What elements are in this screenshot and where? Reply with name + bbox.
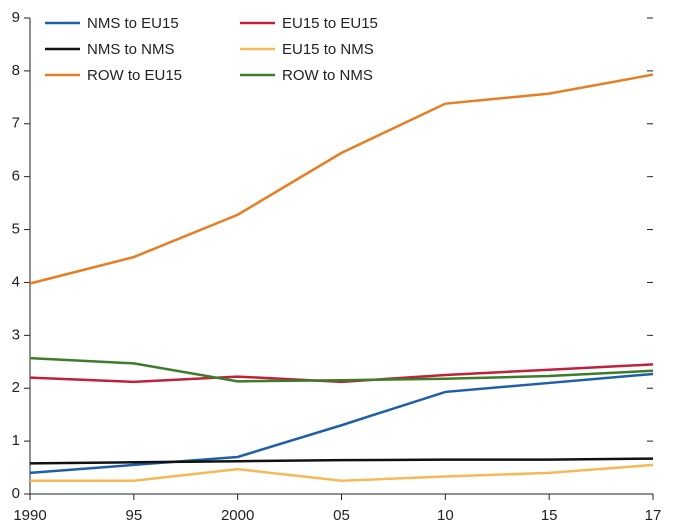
legend-label: ROW to EU15: [87, 67, 182, 84]
y-tick-label: 8: [12, 62, 20, 79]
y-tick-label: 7: [12, 115, 20, 132]
series-line: [29, 73, 654, 285]
series-line: [29, 363, 654, 384]
y-tick-label: 2: [12, 379, 20, 396]
x-tick-label: 95: [125, 507, 142, 524]
series-line: [29, 372, 654, 475]
y-tick-label: 9: [12, 9, 20, 26]
x-tick-label: 10: [437, 507, 454, 524]
legend-label: EU15 to EU15: [282, 15, 378, 32]
x-tick-label: 2000: [221, 507, 254, 524]
series-line: [30, 463, 654, 483]
x-tick-label: 17: [645, 507, 662, 524]
y-tick-label: 4: [12, 273, 20, 290]
legend-label: EU15 to NMS: [282, 41, 374, 58]
x-tick-label: 05: [333, 507, 350, 524]
legend-label: NMS to NMS: [87, 41, 175, 58]
legend-label: NMS to EU15: [87, 15, 179, 32]
x-tick-label: 1990: [13, 507, 46, 524]
y-tick-label: 3: [12, 326, 20, 343]
y-tick-label: 0: [12, 485, 20, 502]
series-line: [29, 457, 654, 465]
y-tick-label: 1: [12, 432, 20, 449]
series-line: [29, 356, 654, 383]
legend-label: ROW to NMS: [282, 67, 373, 84]
x-tick-label: 15: [541, 507, 558, 524]
y-tick-label: 5: [12, 221, 20, 238]
y-tick-label: 6: [12, 168, 20, 185]
